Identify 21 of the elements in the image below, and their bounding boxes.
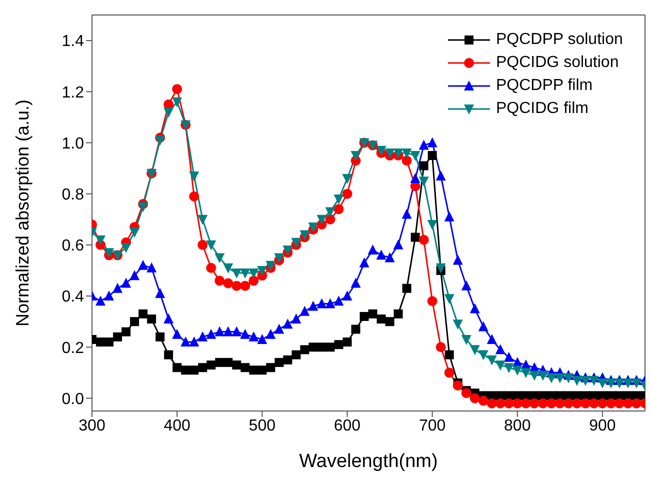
y-axis-title: Normalized absorption (a.u.) <box>12 99 32 327</box>
y-tick-label: 1.4 <box>62 33 84 50</box>
y-tick-label: 1.0 <box>62 135 84 152</box>
legend-label: PQCDPP solution <box>496 30 623 50</box>
y-tick-label: 0.6 <box>62 238 84 255</box>
y-tick-label: 0.2 <box>62 340 84 357</box>
x-axis-title: Wavelength(nm) <box>299 451 438 472</box>
x-tick-label: 800 <box>504 417 531 434</box>
legend-label: PQCIDG film <box>496 99 588 119</box>
x-tick-label: 300 <box>78 417 106 434</box>
legend-label: PQCIDG solution <box>496 53 619 73</box>
y-tick-label: 0.4 <box>62 288 84 306</box>
x-tick-label: 700 <box>418 417 446 434</box>
y-tick-label: 0.0 <box>62 390 84 408</box>
x-tick-label: 600 <box>334 417 361 434</box>
legend-label: PQCDPP film <box>496 76 593 96</box>
x-tick-label: 400 <box>164 417 191 434</box>
x-tick-label: 500 <box>248 417 276 434</box>
x-tick-label: 900 <box>589 417 616 434</box>
y-tick-label: 1.2 <box>62 84 84 102</box>
y-tick-label: 0.8 <box>62 186 84 204</box>
